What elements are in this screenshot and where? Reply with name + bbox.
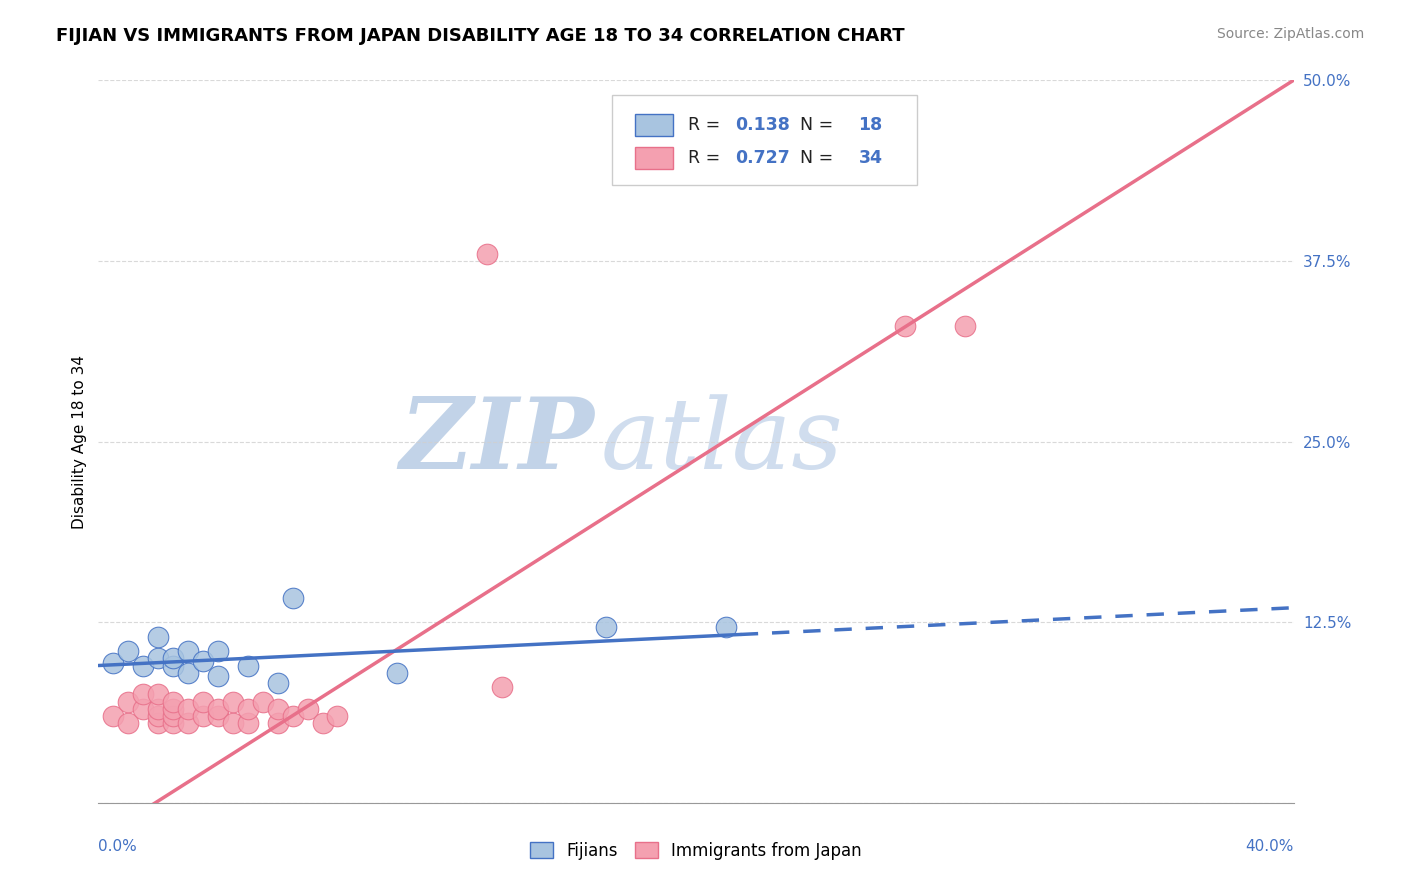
Point: [207, 668, 229, 682]
Point: [148, 716, 170, 731]
Text: atlas: atlas: [600, 394, 844, 489]
Point: [132, 658, 155, 673]
Point: [297, 702, 319, 716]
Point: [236, 702, 259, 716]
Point: [191, 709, 214, 723]
Text: FIJIAN VS IMMIGRANTS FROM JAPAN DISABILITY AGE 18 TO 34 CORRELATION CHART: FIJIAN VS IMMIGRANTS FROM JAPAN DISABILI…: [56, 27, 905, 45]
Point: [162, 702, 184, 716]
Point: [595, 619, 617, 633]
Point: [894, 318, 917, 333]
Point: [191, 695, 214, 709]
Point: [117, 695, 139, 709]
Point: [148, 651, 170, 665]
Point: [222, 716, 245, 731]
Text: ZIP: ZIP: [399, 393, 595, 490]
Text: R =: R =: [688, 149, 725, 167]
Point: [385, 665, 409, 680]
FancyBboxPatch shape: [613, 95, 917, 185]
Text: N =: N =: [789, 149, 839, 167]
Point: [281, 709, 304, 723]
Point: [207, 644, 229, 658]
Text: N =: N =: [789, 116, 839, 134]
Point: [162, 651, 184, 665]
Legend: Fijians, Immigrants from Japan: Fijians, Immigrants from Japan: [523, 836, 869, 867]
Point: [148, 630, 170, 644]
Point: [148, 702, 170, 716]
Point: [236, 716, 259, 731]
Text: 18: 18: [859, 116, 883, 134]
Point: [311, 716, 333, 731]
Point: [191, 654, 214, 668]
Point: [132, 702, 155, 716]
Point: [281, 591, 304, 605]
Point: [162, 716, 184, 731]
Y-axis label: Disability Age 18 to 34: Disability Age 18 to 34: [72, 354, 87, 529]
FancyBboxPatch shape: [636, 147, 673, 169]
Point: [267, 716, 290, 731]
Text: R =: R =: [688, 116, 725, 134]
Point: [177, 702, 200, 716]
Point: [162, 709, 184, 723]
Point: [252, 695, 274, 709]
Point: [236, 658, 259, 673]
Point: [162, 695, 184, 709]
Point: [117, 716, 139, 731]
Point: [207, 709, 229, 723]
Point: [177, 644, 200, 658]
Point: [953, 318, 976, 333]
Point: [103, 656, 125, 670]
Point: [148, 687, 170, 701]
Point: [132, 687, 155, 701]
Point: [148, 709, 170, 723]
Text: 40.0%: 40.0%: [1246, 838, 1294, 854]
Point: [177, 665, 200, 680]
Text: 0.0%: 0.0%: [98, 838, 138, 854]
Point: [117, 644, 139, 658]
Point: [103, 709, 125, 723]
Text: Source: ZipAtlas.com: Source: ZipAtlas.com: [1216, 27, 1364, 41]
Point: [222, 695, 245, 709]
Point: [475, 246, 498, 260]
Point: [162, 658, 184, 673]
FancyBboxPatch shape: [636, 114, 673, 136]
Point: [267, 702, 290, 716]
Point: [491, 680, 513, 694]
Point: [326, 709, 349, 723]
Point: [267, 676, 290, 690]
Point: [714, 619, 737, 633]
Point: [207, 702, 229, 716]
Text: 34: 34: [859, 149, 883, 167]
Point: [177, 716, 200, 731]
Text: 0.727: 0.727: [735, 149, 790, 167]
Text: 0.138: 0.138: [735, 116, 790, 134]
